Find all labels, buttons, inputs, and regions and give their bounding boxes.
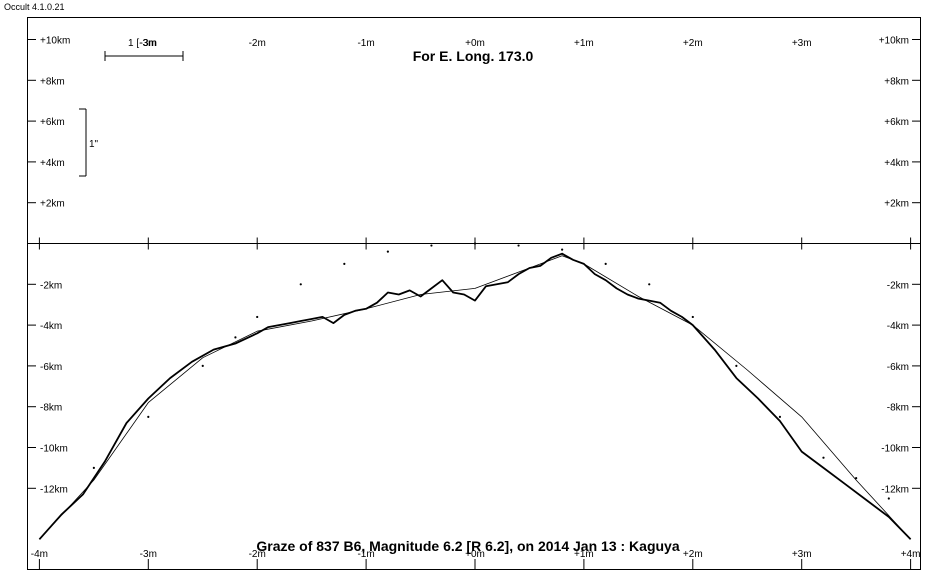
x-tick-label-top: +1m bbox=[574, 38, 594, 49]
y-tick-label-right: +10km bbox=[879, 36, 909, 47]
y-tick-label-left: +6km bbox=[40, 117, 65, 128]
prediction-dot bbox=[855, 477, 858, 480]
x-tick-label-top: +0m bbox=[465, 38, 485, 49]
y-tick-label-right: -8km bbox=[887, 403, 909, 414]
x-tick-label-bottom: -2m bbox=[249, 549, 266, 560]
x-tick-label-bottom: -1m bbox=[357, 549, 374, 560]
x-tick-label-top: -1m bbox=[357, 38, 374, 49]
x-tick-label-bottom: -4m bbox=[31, 549, 48, 560]
limb-profile-line bbox=[38, 252, 912, 540]
x-tick-label-bottom: +4m bbox=[901, 549, 921, 560]
prediction-dot bbox=[648, 283, 651, 286]
y-tick-label-left: -2km bbox=[40, 280, 62, 291]
prediction-dot bbox=[604, 262, 607, 265]
y-tick-label-left: -6km bbox=[40, 362, 62, 373]
x-tick-label-top: -2m bbox=[249, 38, 266, 49]
y-tick-label-left: -8km bbox=[40, 403, 62, 414]
prediction-dot bbox=[201, 364, 204, 367]
prediction-dot bbox=[691, 315, 694, 319]
y-tick-label-right: +6km bbox=[884, 117, 909, 128]
prediction-dot bbox=[822, 456, 825, 459]
y-tick-label-left: +4km bbox=[40, 158, 65, 169]
y-tick-label-left: +10km bbox=[40, 36, 70, 47]
prediction-dot bbox=[778, 415, 782, 418]
x-tick-label-top: +2m bbox=[683, 38, 703, 49]
prediction-dot bbox=[92, 466, 95, 469]
chart-title: Graze of 837 B6, Magnitude 6.2 [R 6.2], … bbox=[256, 538, 679, 554]
x-tick-label-top: -3m bbox=[140, 38, 157, 49]
y-tick-label-right: +8km bbox=[884, 76, 909, 87]
graze-profile-frame bbox=[27, 17, 921, 570]
x-tick-label-bottom: +3m bbox=[792, 549, 812, 560]
y-tick-label-left: +2km bbox=[40, 199, 65, 210]
y-tick-label-right: -12km bbox=[881, 484, 909, 495]
y-tick-label-left: -12km bbox=[40, 484, 68, 495]
prediction-dot bbox=[561, 248, 564, 251]
prediction-dot bbox=[430, 244, 433, 247]
chart-subtitle: For E. Long. 173.0 bbox=[413, 48, 534, 64]
y-tick-label-right: -10km bbox=[881, 444, 909, 455]
prediction-dot bbox=[299, 283, 302, 286]
y-tick-label-right: +4km bbox=[884, 158, 909, 169]
x-tick-label-bottom: +0m bbox=[465, 549, 485, 560]
y-tick-label-left: +8km bbox=[40, 76, 65, 87]
prediction-dot bbox=[887, 497, 890, 500]
prediction-dot bbox=[147, 415, 150, 418]
prediction-dot bbox=[386, 250, 389, 253]
app-version-label: Occult 4.1.0.21 bbox=[4, 2, 65, 12]
y-tick-label-right: -4km bbox=[887, 321, 909, 332]
y-tick-label-right: +2km bbox=[884, 199, 909, 210]
prediction-dot bbox=[234, 336, 237, 339]
prediction-dot bbox=[256, 315, 259, 319]
mean-limb-line bbox=[39, 255, 911, 540]
arc-scale-label: 1" bbox=[89, 139, 99, 150]
arc-scale-bar: 1" bbox=[79, 108, 99, 177]
time-scale-label: 1 [-3m bbox=[128, 38, 156, 49]
x-tick-label-bottom: +2m bbox=[683, 549, 703, 560]
time-scale-bar: 1 [-3m bbox=[104, 38, 184, 61]
prediction-dot bbox=[343, 262, 346, 265]
y-tick-label-left: -4km bbox=[40, 321, 62, 332]
x-tick-label-bottom: -3m bbox=[140, 549, 157, 560]
y-tick-label-right: -2km bbox=[887, 280, 909, 291]
x-tick-label-top: +3m bbox=[792, 38, 812, 49]
y-tick-label-left: -10km bbox=[40, 444, 68, 455]
prediction-dot bbox=[473, 242, 477, 245]
y-tick-label-right: -6km bbox=[887, 362, 909, 373]
x-tick-label-bottom: +1m bbox=[574, 549, 594, 560]
prediction-dot bbox=[735, 364, 738, 367]
prediction-dot bbox=[517, 244, 520, 247]
